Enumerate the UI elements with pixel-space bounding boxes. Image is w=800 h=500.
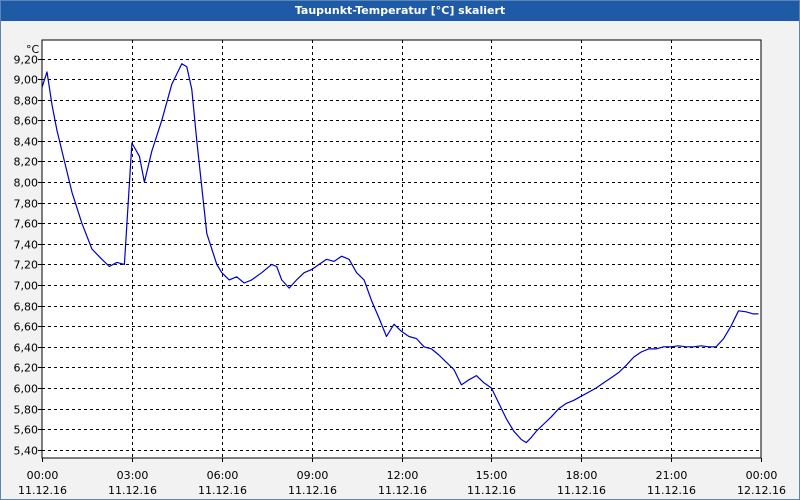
y-tick-label: 7,20	[14, 259, 39, 272]
y-tick-label: 6,60	[14, 321, 39, 334]
x-tick-date-label: 11.12.16	[647, 484, 696, 497]
x-tick-date-label: 11.12.16	[467, 484, 516, 497]
x-tick-date-label: 11.12.16	[108, 484, 157, 497]
plot-frame	[41, 39, 762, 459]
x-tick-time-label: 00:00	[746, 469, 778, 482]
y-tick-label: 5,60	[14, 424, 39, 437]
y-tick-label: 7,40	[14, 239, 39, 252]
x-tick-time-label: 00:00	[27, 469, 59, 482]
y-tick-label: 8,40	[14, 136, 39, 149]
x-tick-time-label: 03:00	[117, 469, 149, 482]
x-tick-time-label: 09:00	[297, 469, 329, 482]
series-line	[41, 63, 759, 444]
y-tick-label: 7,00	[14, 280, 39, 293]
y-tick-label: 8,80	[14, 95, 39, 108]
x-tick-date-label: 11.12.16	[288, 484, 337, 497]
x-tick-date-label: 11.12.16	[18, 484, 67, 497]
window-title: Taupunkt-Temperatur [°C] skaliert	[1, 1, 799, 21]
y-tick-label: 6,80	[14, 301, 39, 314]
series-layer	[41, 63, 759, 444]
y-tick-label: 7,60	[14, 218, 39, 231]
chart-canvas: 5,40 5,60 5,80 6,00 6,20 6,40 6,60 6,80 7,00 7,20…	[14, 39, 786, 497]
y-axis-ticks: 5,40 5,60 5,80 6,00 6,20 6,40 6,60 6,80 7,00 7,20…	[14, 54, 42, 458]
y-tick-label: 5,80	[14, 404, 39, 417]
y-tick-label: 6,00	[14, 383, 39, 396]
x-tick-date-label: 11.12.16	[198, 484, 247, 497]
x-tick-date-label: 11.12.16	[378, 484, 427, 497]
x-tick-time-label: 18:00	[566, 469, 598, 482]
x-tick-time-label: 21:00	[656, 469, 688, 482]
y-tick-label: 9,00	[14, 74, 39, 87]
y-tick-label: 8,20	[14, 156, 39, 169]
y-axis-unit: °C	[26, 43, 40, 56]
x-tick-time-label: 12:00	[387, 469, 419, 482]
x-axis-ticks: 00:00 11.12.16 03:00 11.12.16 06:00 11.12.16 0…	[18, 458, 786, 497]
x-tick-time-label: 06:00	[207, 469, 239, 482]
y-tick-label: 7,80	[14, 198, 39, 211]
y-tick-label: 9,20	[14, 54, 39, 67]
y-tick-label: 8,60	[14, 115, 39, 128]
y-tick-label: 6,40	[14, 342, 39, 355]
x-tick-date-label: 11.12.16	[557, 484, 606, 497]
x-tick-time-label: 15:00	[476, 469, 508, 482]
y-tick-label: 5,40	[14, 445, 39, 458]
y-tick-label: 8,00	[14, 177, 39, 190]
x-tick-date-label: 12.12.16	[737, 484, 786, 497]
y-tick-label: 6,20	[14, 362, 39, 375]
plot-area	[42, 40, 761, 458]
